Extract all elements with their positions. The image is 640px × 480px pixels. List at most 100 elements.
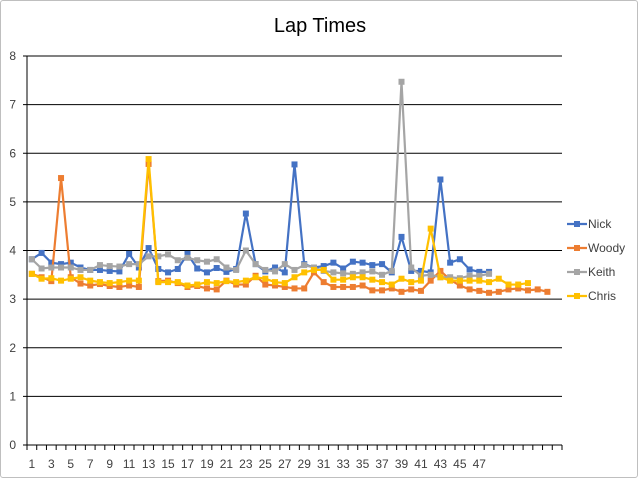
data-point <box>262 281 269 288</box>
data-point <box>301 285 308 292</box>
data-point <box>417 277 424 284</box>
data-point <box>456 256 463 263</box>
data-point <box>524 280 531 287</box>
y-tick-label: 5 <box>9 195 16 209</box>
data-point <box>447 259 454 266</box>
data-point <box>466 277 473 284</box>
data-point <box>77 266 84 273</box>
data-point <box>515 281 522 288</box>
data-point <box>427 225 434 232</box>
data-point <box>486 279 493 286</box>
data-point <box>388 281 395 288</box>
data-point <box>116 263 123 270</box>
data-point <box>447 274 454 281</box>
data-point <box>398 288 405 295</box>
data-point <box>281 283 288 290</box>
data-point <box>427 277 434 284</box>
data-point <box>349 258 356 265</box>
legend-item-keith: Keith <box>567 265 615 279</box>
data-point <box>155 253 162 260</box>
data-point <box>126 261 133 268</box>
data-point <box>272 282 279 289</box>
legend-label: Nick <box>588 217 612 231</box>
data-point <box>67 264 74 271</box>
data-point <box>320 266 327 273</box>
x-tick-label: 43 <box>434 457 448 471</box>
data-point <box>456 277 463 284</box>
data-point <box>369 287 376 294</box>
data-point <box>77 274 84 281</box>
x-tick-label: 11 <box>123 457 136 471</box>
data-point <box>417 267 424 274</box>
data-point <box>174 279 181 286</box>
data-point <box>330 259 337 266</box>
data-point <box>106 280 113 287</box>
legend-swatch-marker <box>574 269 580 275</box>
y-tick-label: 2 <box>9 341 16 355</box>
data-point <box>524 287 531 294</box>
data-point <box>116 268 123 275</box>
data-point <box>359 259 366 266</box>
data-point <box>165 269 172 276</box>
data-point <box>369 268 376 275</box>
data-point <box>116 279 123 286</box>
data-point <box>203 258 210 265</box>
data-point <box>87 277 94 284</box>
data-point <box>48 259 55 266</box>
data-point <box>349 283 356 290</box>
data-point <box>126 250 133 257</box>
data-point <box>281 280 288 287</box>
data-point <box>96 279 103 286</box>
data-point <box>87 266 94 273</box>
data-point <box>145 253 152 260</box>
data-point <box>437 267 444 274</box>
data-point <box>379 261 386 268</box>
data-point <box>476 272 483 279</box>
x-tick-label: 25 <box>259 457 273 471</box>
plot-area <box>28 78 551 296</box>
x-tick-label: 23 <box>239 457 253 471</box>
gridlines <box>27 55 562 397</box>
data-point <box>155 279 162 286</box>
data-point <box>466 286 473 293</box>
data-point <box>437 176 444 183</box>
data-point <box>330 276 337 283</box>
data-point <box>213 265 220 272</box>
data-point <box>77 280 84 287</box>
data-point <box>476 277 483 284</box>
data-point <box>174 257 181 264</box>
data-point <box>184 254 191 261</box>
y-tick-label: 4 <box>9 244 16 258</box>
data-point <box>135 277 142 284</box>
legend-item-nick: Nick <box>567 217 612 231</box>
data-point <box>379 279 386 286</box>
legend-item-woody: Woody <box>567 241 625 255</box>
data-point <box>534 286 541 293</box>
data-point <box>340 265 347 272</box>
data-point <box>466 272 473 279</box>
data-point <box>476 268 483 275</box>
data-point <box>437 274 444 281</box>
data-point <box>359 269 366 276</box>
data-point <box>223 264 230 271</box>
legend-swatch-marker <box>574 221 580 227</box>
series-line <box>31 157 529 287</box>
data-point <box>38 265 45 272</box>
data-point <box>388 285 395 292</box>
data-point <box>369 262 376 269</box>
data-point <box>349 270 356 277</box>
data-point <box>544 288 551 295</box>
data-point <box>417 287 424 294</box>
legend-label: Woody <box>588 241 625 255</box>
data-point <box>398 275 405 282</box>
data-point <box>194 257 201 264</box>
x-tick-label: 31 <box>317 457 331 471</box>
data-point <box>310 266 317 273</box>
data-point <box>213 286 220 293</box>
data-point <box>67 275 74 282</box>
legend: Nick Woody Keith Chris <box>567 217 625 303</box>
data-point <box>262 266 269 273</box>
data-point <box>349 274 356 281</box>
